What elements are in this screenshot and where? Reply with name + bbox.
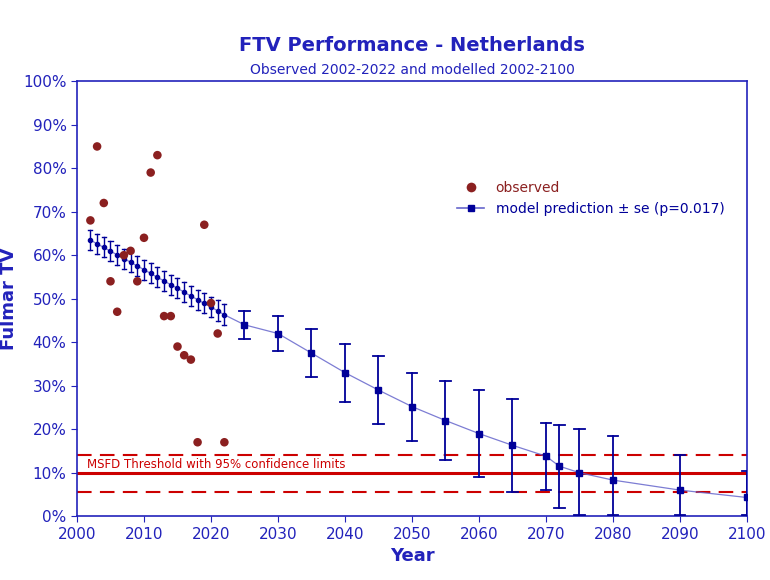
Point bbox=[118, 251, 130, 260]
Point bbox=[104, 277, 116, 286]
Point bbox=[205, 298, 217, 307]
Point bbox=[158, 311, 170, 321]
Y-axis label: Fulmar TV: Fulmar TV bbox=[0, 248, 18, 350]
Point bbox=[84, 216, 96, 225]
Point bbox=[218, 437, 230, 447]
Point bbox=[111, 307, 123, 317]
Point bbox=[125, 246, 137, 255]
Point bbox=[151, 151, 163, 160]
Legend: observed, model prediction ± se (p=0.017): observed, model prediction ± se (p=0.017… bbox=[451, 175, 730, 221]
Point bbox=[178, 350, 190, 360]
Point bbox=[172, 342, 184, 351]
Text: MSFD Threshold with 95% confidence limits: MSFD Threshold with 95% confidence limit… bbox=[87, 458, 346, 471]
Point bbox=[91, 142, 103, 151]
Point bbox=[185, 355, 197, 364]
Point bbox=[98, 198, 110, 208]
X-axis label: Year: Year bbox=[390, 547, 434, 565]
Point bbox=[212, 329, 224, 338]
Point bbox=[192, 437, 204, 447]
Text: Observed 2002-2022 and modelled 2002-2100: Observed 2002-2022 and modelled 2002-210… bbox=[249, 63, 574, 77]
Point bbox=[145, 168, 157, 177]
Point bbox=[165, 311, 177, 321]
Text: FTV Performance - Netherlands: FTV Performance - Netherlands bbox=[239, 36, 585, 55]
Point bbox=[198, 220, 210, 229]
Point bbox=[131, 277, 143, 286]
Point bbox=[138, 233, 150, 242]
